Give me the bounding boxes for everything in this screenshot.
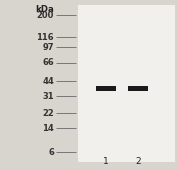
Bar — [128, 86, 148, 91]
Text: 116: 116 — [36, 33, 54, 42]
Text: 200: 200 — [37, 11, 54, 20]
Text: 6: 6 — [48, 148, 54, 157]
Text: 44: 44 — [42, 77, 54, 86]
Text: 2: 2 — [135, 158, 141, 166]
Text: 22: 22 — [42, 109, 54, 118]
Bar — [96, 86, 116, 91]
Text: 97: 97 — [42, 43, 54, 52]
Text: 14: 14 — [42, 124, 54, 133]
Text: 31: 31 — [42, 92, 54, 101]
Text: kDa: kDa — [35, 5, 54, 14]
Bar — [78, 5, 175, 162]
Text: 1: 1 — [103, 158, 109, 166]
Text: 66: 66 — [42, 58, 54, 67]
